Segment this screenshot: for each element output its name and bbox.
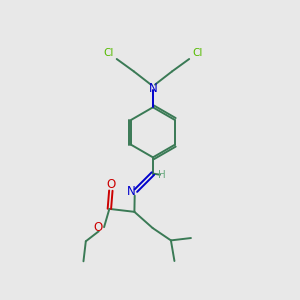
Text: Cl: Cl xyxy=(192,47,203,58)
Text: H: H xyxy=(158,170,166,180)
Text: N: N xyxy=(127,185,135,198)
Text: O: O xyxy=(93,221,102,234)
Text: O: O xyxy=(106,178,116,191)
Text: N: N xyxy=(148,82,157,95)
Text: Cl: Cl xyxy=(103,47,114,58)
